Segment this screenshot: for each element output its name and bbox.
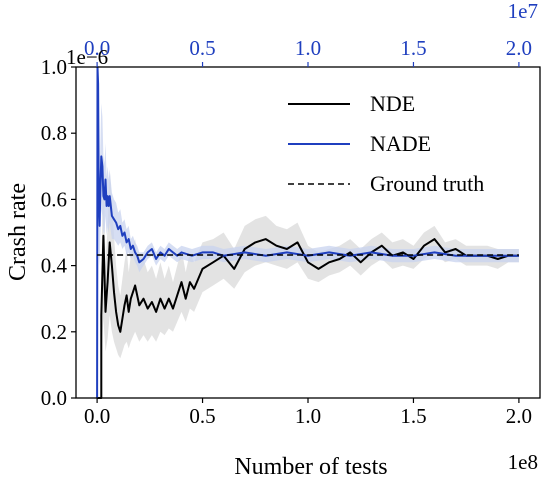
plot-frame: [75, 66, 541, 399]
x-tick-label: 1.0: [295, 404, 321, 428]
y-tick-label: 0.8: [41, 121, 67, 145]
y-tick-label: 0.6: [41, 187, 67, 211]
y-offset-label: 1e−6: [66, 45, 108, 69]
legend-nade-label: NADE: [370, 131, 431, 156]
top-x-tick-label: 0.5: [189, 36, 215, 60]
axis-ticks: 0.0 0.5 1.0 1.5 2.0 0.0 0.5 1.0 1.5 2.0 0.0 0.2 0.4 0…: [41, 36, 532, 428]
top-x-tick-label: 2.0: [506, 36, 532, 60]
top-x-offset-label: 1e7: [508, 0, 538, 23]
top-x-tick-label: 0.0: [84, 36, 110, 60]
x-tick-label: 0.5: [189, 404, 215, 428]
x-tick-label: 1.5: [400, 404, 426, 428]
y-tick-label: 0.4: [41, 254, 68, 278]
nde-confidence-band: [97, 153, 519, 398]
top-x-tick-label: 1.0: [295, 36, 321, 60]
y-tick-label: 1.0: [41, 55, 67, 79]
legend: NDE NADE Ground truth: [288, 91, 484, 196]
y-axis-title: Crash rate: [5, 183, 31, 281]
legend-nde-label: NDE: [370, 91, 415, 116]
confidence-bands: [97, 67, 519, 398]
nade-confidence-band: [97, 67, 519, 398]
top-x-tick-label: 1.5: [400, 36, 426, 60]
x-tick-label: 0.0: [84, 404, 110, 428]
y-tick-label: 0.2: [41, 320, 67, 344]
nade-series-line: [96, 66, 519, 399]
x-offset-label: 1e8: [508, 450, 538, 474]
series-lines: [96, 66, 519, 399]
y-tick-label: 0.0: [41, 386, 67, 410]
x-axis-title: Number of tests: [234, 454, 387, 480]
legend-ground-truth-label: Ground truth: [370, 171, 484, 196]
x-tick-label: 2.0: [506, 404, 532, 428]
